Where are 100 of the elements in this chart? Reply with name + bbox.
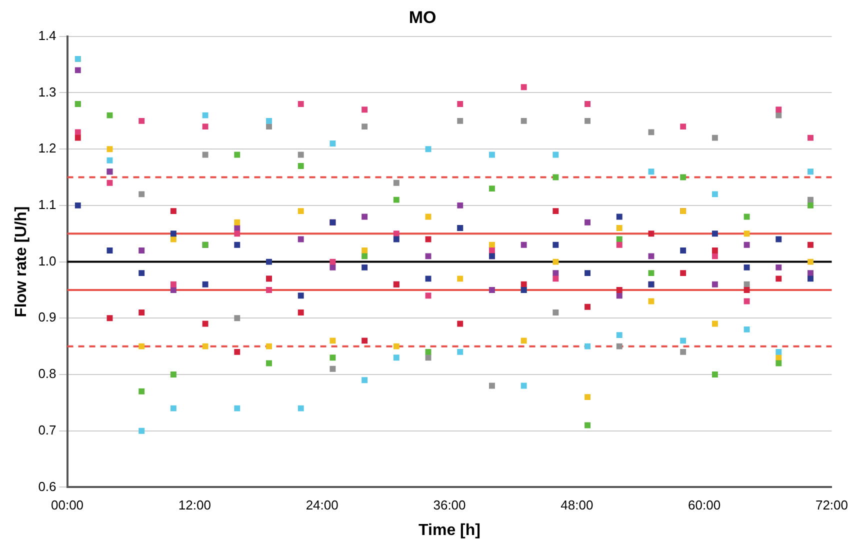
point xyxy=(712,320,718,327)
point xyxy=(234,348,240,355)
point xyxy=(202,343,208,350)
point xyxy=(808,258,814,265)
point xyxy=(648,129,654,136)
point xyxy=(330,338,336,344)
y-tick-label: 1.3 xyxy=(38,84,56,100)
point xyxy=(489,382,495,389)
point xyxy=(106,157,113,164)
point xyxy=(362,214,368,220)
point xyxy=(362,124,368,130)
point xyxy=(712,134,718,141)
point xyxy=(457,118,464,124)
point xyxy=(744,298,750,304)
point xyxy=(202,281,208,288)
point xyxy=(808,202,814,208)
point xyxy=(680,248,686,254)
point xyxy=(266,360,272,366)
point xyxy=(170,405,176,412)
point xyxy=(170,236,176,242)
y-tick-label: 0.9 xyxy=(38,310,56,325)
point xyxy=(520,118,527,124)
point xyxy=(234,405,240,412)
x-tick-label: 36:00 xyxy=(433,498,466,513)
point xyxy=(584,101,591,107)
point xyxy=(138,310,145,316)
point xyxy=(425,146,432,152)
point xyxy=(489,248,495,254)
point xyxy=(616,292,622,299)
point xyxy=(616,236,622,242)
point xyxy=(202,320,208,327)
point xyxy=(808,270,814,276)
point xyxy=(170,281,176,288)
y-tick-label: 1.4 xyxy=(38,28,56,43)
point xyxy=(616,343,622,350)
point xyxy=(552,258,559,265)
point xyxy=(298,208,304,214)
point xyxy=(138,248,145,254)
point xyxy=(266,118,272,124)
point xyxy=(138,270,145,276)
point xyxy=(616,214,622,220)
point xyxy=(362,338,368,344)
point xyxy=(489,186,495,192)
point xyxy=(584,394,591,400)
point xyxy=(712,191,718,198)
point xyxy=(744,281,750,288)
x-tick-label: 00:00 xyxy=(51,498,84,513)
point xyxy=(648,270,654,276)
point xyxy=(744,230,750,237)
point xyxy=(425,292,432,299)
point xyxy=(362,264,368,270)
point xyxy=(393,180,400,186)
point xyxy=(776,106,782,113)
point xyxy=(584,219,591,226)
point xyxy=(808,134,814,141)
point xyxy=(520,84,527,90)
x-tick-label: 60:00 xyxy=(688,498,721,513)
point xyxy=(362,377,368,384)
x-tick-label: 24:00 xyxy=(306,498,338,513)
point xyxy=(712,281,718,288)
point xyxy=(616,287,622,293)
point xyxy=(266,287,272,293)
point xyxy=(744,242,750,248)
point xyxy=(266,124,272,130)
point xyxy=(584,270,591,276)
point xyxy=(74,129,81,136)
point xyxy=(648,253,654,260)
point xyxy=(776,360,782,366)
point xyxy=(808,168,814,175)
point xyxy=(298,152,304,158)
point xyxy=(234,152,240,158)
point xyxy=(234,219,240,226)
point xyxy=(744,264,750,270)
point xyxy=(712,248,718,254)
point xyxy=(393,343,400,350)
point xyxy=(457,101,464,107)
point xyxy=(552,242,559,248)
y-tick-label: 1.1 xyxy=(38,197,56,212)
point xyxy=(362,248,368,254)
point xyxy=(202,124,208,130)
point xyxy=(776,354,782,361)
point xyxy=(616,225,622,231)
point xyxy=(234,230,240,237)
point xyxy=(425,214,432,220)
point xyxy=(298,101,304,107)
point xyxy=(520,338,527,344)
point xyxy=(330,258,336,265)
chart-title: MO xyxy=(408,8,436,27)
point xyxy=(138,343,145,350)
point xyxy=(712,372,718,378)
point xyxy=(74,67,81,74)
point xyxy=(330,140,336,146)
y-axis-title: Flow rate [U/h] xyxy=(13,206,30,318)
x-axis-title: Time [h] xyxy=(418,522,480,539)
point xyxy=(298,310,304,316)
point xyxy=(552,276,559,282)
point xyxy=(266,258,272,265)
point xyxy=(362,253,368,260)
point xyxy=(425,348,432,355)
point xyxy=(298,163,304,169)
